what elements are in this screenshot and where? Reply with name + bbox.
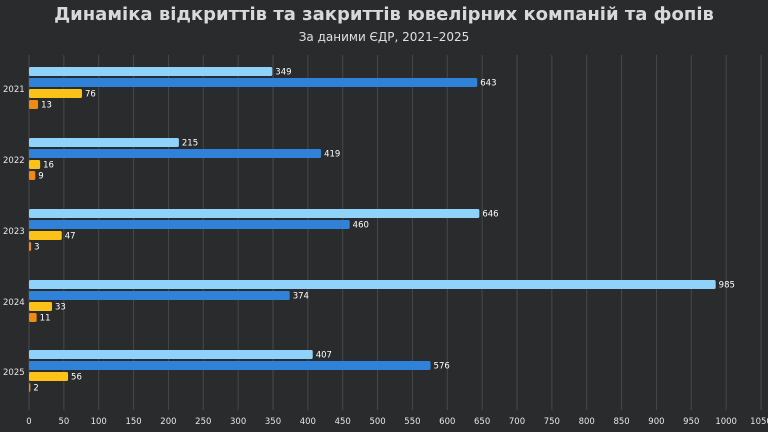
bar [29,291,290,300]
bar-value-label: 374 [293,292,309,302]
bar-value-label: 9 [38,172,43,182]
x-tick-label: 900 [648,417,664,427]
x-tick-label: 100 [91,417,107,427]
x-tick-label: 300 [230,417,246,427]
bar [29,171,36,180]
x-tick-label: 550 [404,417,420,427]
x-tick-label: 400 [300,417,316,427]
bar-value-label: 646 [482,210,498,220]
x-tick-label: 50 [58,417,69,427]
x-tick-label: 850 [613,417,629,427]
bar [29,67,273,76]
bar-value-label: 13 [41,101,52,111]
x-tick-label: 500 [369,417,385,427]
y-category-label: 2023 [3,227,25,237]
bar [29,302,53,311]
bar [29,231,62,240]
bar-value-label: 47 [65,232,76,242]
axes: 0 50 100 150 200 250 300 350 400 450 500 550 600 650 7… [3,85,768,427]
x-tick-label: 350 [265,417,281,427]
bar [29,89,82,98]
data-labels: 349 643 76 13 215 419 169 646 460 47 3 985 374 33 11 40… [33,68,735,394]
x-tick-label: 600 [439,417,455,427]
x-tick-label: 800 [579,417,595,427]
x-tick-label: 250 [195,417,211,427]
x-tick-label: 700 [509,417,525,427]
bar [29,350,313,359]
x-tick-label: 200 [160,417,176,427]
bar-value-label: 16 [43,161,54,171]
x-tick-label: 150 [125,417,141,427]
bar [29,209,480,218]
bar [29,313,37,322]
bar [29,160,41,169]
bar [29,78,478,87]
bar [29,383,31,392]
x-tick-label: 1000 [715,417,737,427]
bar-value-label: 576 [434,362,450,372]
bar [29,361,431,370]
y-category-label: 2021 [3,85,25,95]
y-category-label: 2024 [3,298,25,308]
bar-value-label: 2 [33,384,38,394]
bar-value-label: 215 [182,139,198,149]
bar [29,100,39,109]
bar-value-label: 985 [719,281,735,291]
y-category-label: 2022 [3,156,25,166]
x-tick-label: 0 [26,417,31,427]
x-tick-label: 1050 [750,417,768,427]
bar-value-label: 3 [34,243,39,253]
bar-value-label: 419 [324,150,340,160]
x-tick-label: 750 [544,417,560,427]
bar-value-label: 11 [40,314,51,324]
x-tick-label: 950 [683,417,699,427]
bar [29,138,179,147]
bar [29,149,322,158]
x-tick-label: 450 [335,417,351,427]
y-category-label: 2025 [3,368,25,378]
bar [29,242,32,251]
bar-value-label: 76 [85,90,96,100]
bar [29,280,716,289]
chart-title: Динаміка відкриттів та закриттів ювелірн… [54,4,714,25]
bar [29,372,69,381]
bar [29,220,350,229]
bar-value-label: 56 [71,373,82,383]
x-tick-label: 650 [474,417,490,427]
bars [29,67,716,392]
bar-value-label: 643 [480,79,496,89]
bar-value-label: 460 [353,221,369,231]
bar-value-label: 33 [55,303,66,313]
chart-subtitle: За даними ЄДР, 2021–2025 [298,30,470,44]
bar-value-label: 349 [275,68,291,78]
bar-value-label: 407 [316,351,332,361]
